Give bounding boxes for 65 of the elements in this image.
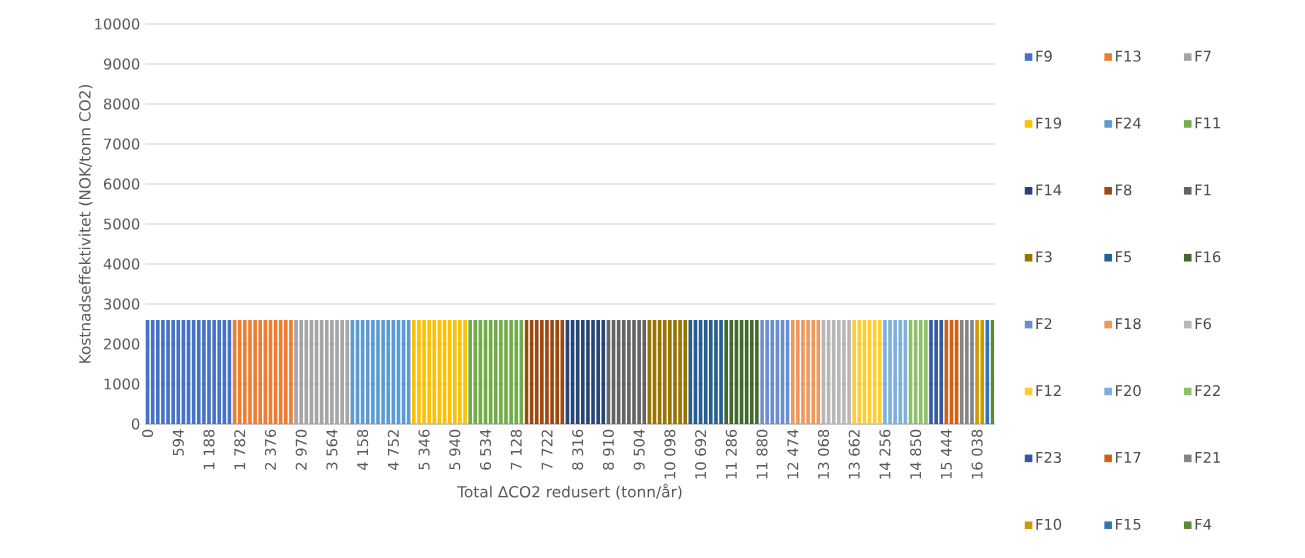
x-tick-label: 0 <box>142 429 154 438</box>
legend-label: F17 <box>1116 452 1141 463</box>
y-tick-label: 0 <box>131 418 140 430</box>
legend-label: F12 <box>1036 385 1061 396</box>
x-tick-label: 11 880 <box>756 429 768 479</box>
x-tick-label: 8 316 <box>572 429 584 470</box>
x-tick-label: 2 376 <box>264 429 277 470</box>
x-tick-label: 10 692 <box>695 430 707 479</box>
legend-label: F9 <box>1036 50 1052 62</box>
x-tick-label: 5 940 <box>449 429 461 470</box>
x-tick-label: 4 158 <box>357 429 369 470</box>
x-tick-label: 7 128 <box>510 429 522 470</box>
legend-label: F10 <box>1036 518 1062 530</box>
x-tick-label: 14 256 <box>879 429 891 479</box>
x-tick-label: 13 068 <box>817 429 830 479</box>
y-tick-label: 8000 <box>103 98 140 110</box>
legend-label: F21 <box>1195 451 1220 463</box>
x-tick-label: 1 188 <box>203 429 215 470</box>
y-tick-label: 4000 <box>103 258 140 270</box>
y-tick-label: 6000 <box>103 178 140 190</box>
legend-label: F3 <box>1036 251 1052 263</box>
legend-label: F20 <box>1116 385 1141 397</box>
y-tick-label: 7000 <box>104 138 140 150</box>
x-tick-label: 8 910 <box>602 429 614 470</box>
legend-label: F2 <box>1036 318 1052 330</box>
y-tick-label: 1000 <box>104 378 140 390</box>
x-axis-title: Total ΔCO2 redusert (tonn/år) <box>457 483 682 500</box>
legend-label: F8 <box>1116 184 1132 196</box>
legend-label: F13 <box>1116 50 1141 62</box>
y-axis-title: Kostnadseffektivitet (NOK/tonn CO2) <box>78 84 93 363</box>
legend-label: F6 <box>1195 318 1212 330</box>
legend-label: F22 <box>1195 385 1220 396</box>
x-tick-label: 13 662 <box>848 430 860 479</box>
y-tick-label: 2000 <box>104 338 140 350</box>
legend-label: F15 <box>1116 518 1141 530</box>
legend-label: F18 <box>1116 318 1141 330</box>
x-tick-label: 16 038 <box>971 429 983 479</box>
x-tick-label: 3 564 <box>326 429 338 470</box>
x-tick-label: 5 346 <box>418 429 430 470</box>
x-tick-label: 9 504 <box>633 429 645 470</box>
legend-label: F23 <box>1036 451 1061 464</box>
x-tick-label: 11 286 <box>725 429 737 479</box>
x-tick-label: 6 534 <box>479 429 492 470</box>
x-tick-label: 10 098 <box>664 429 676 479</box>
legend-label: F11 <box>1195 117 1220 129</box>
x-tick-label: 14 850 <box>910 429 922 479</box>
legend-label: F24 <box>1116 117 1141 129</box>
x-tick-label: 2 970 <box>295 429 307 470</box>
legend-label: F5 <box>1116 251 1132 263</box>
y-tick-label: 5000 <box>104 218 140 230</box>
y-tick-label: 9000 <box>103 58 140 70</box>
legend-label: F4 <box>1195 518 1212 530</box>
x-tick-label: 1 782 <box>234 430 246 470</box>
legend-label: F7 <box>1195 50 1211 62</box>
x-tick-label: 4 752 <box>387 430 399 470</box>
x-tick-label: 15 444 <box>940 429 952 479</box>
x-tick-label: 12 474 <box>787 429 799 479</box>
y-tick-label: 3000 <box>104 298 140 310</box>
legend-label: F19 <box>1036 117 1062 129</box>
x-tick-label: 594 <box>172 429 184 456</box>
legend-label: F14 <box>1036 184 1062 196</box>
y-tick-label: 10000 <box>95 18 140 30</box>
x-tick-label: 7 722 <box>541 430 553 470</box>
legend-label: F1 <box>1195 184 1211 196</box>
legend-label: F16 <box>1195 251 1221 263</box>
